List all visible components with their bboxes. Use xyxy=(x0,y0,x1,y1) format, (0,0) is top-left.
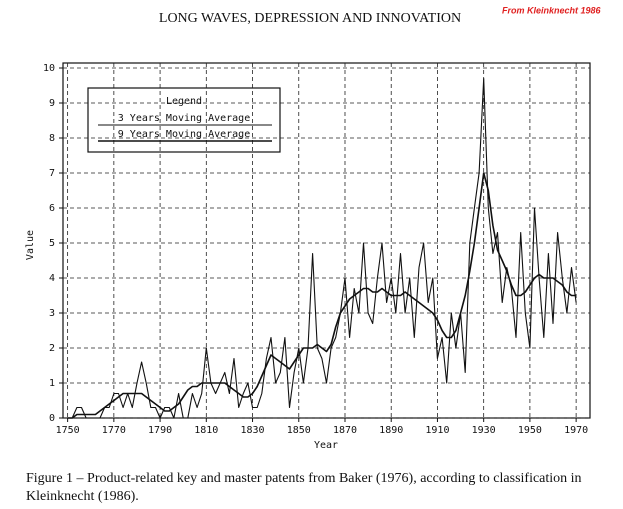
y-tick-label: 5 xyxy=(49,238,55,249)
y-tick-label: 9 xyxy=(49,98,55,109)
legend-label: 9 Years Moving Average xyxy=(118,129,250,140)
legend-title: Legend xyxy=(166,96,202,107)
y-tick-label: 10 xyxy=(43,63,55,74)
y-tick-label: 8 xyxy=(49,133,55,144)
x-tick-label: 1970 xyxy=(564,425,588,436)
y-tick-label: 0 xyxy=(49,413,55,424)
x-tick-label: 1750 xyxy=(56,425,80,436)
x-tick-label: 1770 xyxy=(102,425,126,436)
y-tick-label: 6 xyxy=(49,203,55,214)
y-tick-label: 3 xyxy=(49,308,55,319)
x-tick-label: 1910 xyxy=(425,425,449,436)
legend-label: 3 Years Moving Average xyxy=(118,113,250,124)
caption: Figure 1 – Product-related key and maste… xyxy=(26,470,616,506)
chart: LONG WAVES, DEPRESSION AND INNOVATION Fr… xyxy=(0,0,623,465)
series-line xyxy=(68,173,576,418)
x-tick-label: 1950 xyxy=(518,425,542,436)
x-tick-label: 1810 xyxy=(194,425,218,436)
x-axis-label: Year xyxy=(314,440,338,451)
y-tick-label: 4 xyxy=(49,273,55,284)
y-tick-label: 2 xyxy=(49,343,55,354)
page: LONG WAVES, DEPRESSION AND INNOVATION Fr… xyxy=(0,0,623,509)
y-axis-label: Value xyxy=(25,230,36,260)
x-tick-label: 1870 xyxy=(333,425,357,436)
x-tick-label: 1930 xyxy=(472,425,496,436)
y-tick-label: 1 xyxy=(49,378,55,389)
y-tick-label: 7 xyxy=(49,168,55,179)
x-tick-label: 1830 xyxy=(240,425,264,436)
x-tick-label: 1850 xyxy=(287,425,311,436)
chart-title: LONG WAVES, DEPRESSION AND INNOVATION xyxy=(159,11,461,26)
x-tick-label: 1790 xyxy=(148,425,172,436)
x-tick-label: 1890 xyxy=(379,425,403,436)
source-note: From Kleinknecht 1986 xyxy=(502,5,602,15)
